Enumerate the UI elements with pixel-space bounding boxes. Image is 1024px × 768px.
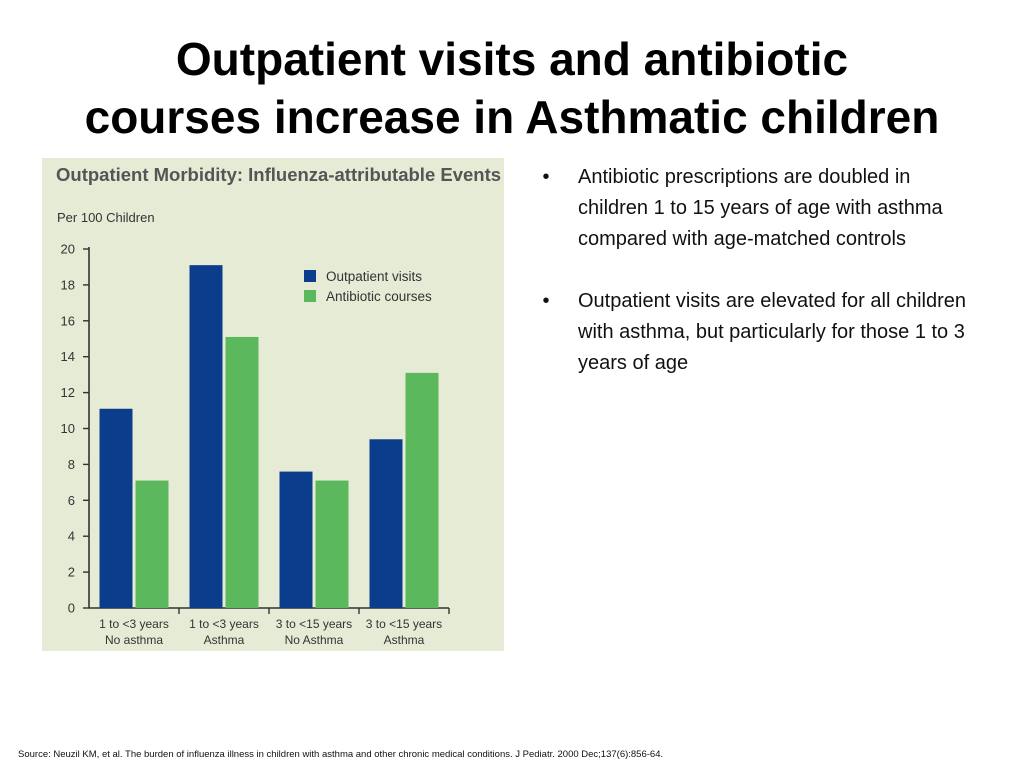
bullet-icon: • <box>542 166 550 188</box>
y-tick-label: 2 <box>68 565 75 580</box>
bar-chart: Outpatient Morbidity: Influenza-attribut… <box>56 164 501 647</box>
x-tick-label: 3 to <15 years <box>366 617 442 631</box>
bullet-list: • Antibiotic prescriptions are doubled i… <box>536 162 966 410</box>
bar-outpatient-visits <box>99 408 133 608</box>
bullet-text: Outpatient visits are elevated for all c… <box>578 290 966 374</box>
bar-outpatient-visits <box>189 265 223 608</box>
bullet-item: • Antibiotic prescriptions are doubled i… <box>536 162 966 255</box>
chart-legend: Outpatient visits Antibiotic courses <box>304 269 432 304</box>
legend-label: Outpatient visits <box>326 269 422 284</box>
bullet-text: Antibiotic prescriptions are doubled in … <box>578 166 943 250</box>
y-tick-label: 20 <box>61 242 75 257</box>
x-tick-label: 1 to <3 years <box>99 617 169 631</box>
y-tick-label: 10 <box>61 421 75 436</box>
bullet-icon: • <box>542 290 550 312</box>
x-tick-label: Asthma <box>384 633 425 647</box>
y-tick-label: 16 <box>61 313 75 328</box>
x-tick-label: 3 to <15 years <box>276 617 352 631</box>
bar-antibiotic-courses <box>225 336 259 608</box>
slide-title-line-1: Outpatient visits and antibiotic <box>175 33 849 85</box>
bar-outpatient-visits <box>369 439 403 608</box>
chart-plot-area: 0 2 4 6 8 10 12 14 16 18 20 1 to <3 years No asthma 1… <box>61 242 450 647</box>
y-tick-label: 8 <box>68 457 75 472</box>
chart-title: Outpatient Morbidity: Influenza-attribut… <box>56 164 501 185</box>
y-tick-label: 6 <box>68 493 75 508</box>
legend-swatch <box>304 270 316 282</box>
bar-antibiotic-courses <box>315 480 349 608</box>
bar-antibiotic-courses <box>405 372 439 608</box>
y-tick-label: 4 <box>68 529 75 544</box>
y-tick-label: 14 <box>61 349 75 364</box>
y-tick-label: 18 <box>61 277 75 292</box>
slide-title-line-2: courses increase in Asthmatic children <box>84 91 940 143</box>
bullet-item: • Outpatient visits are elevated for all… <box>536 286 966 379</box>
x-tick-label: No asthma <box>105 633 163 647</box>
slide-title: Outpatient visits and antibiotic courses… <box>0 30 1024 146</box>
x-tick-label: 1 to <3 years <box>189 617 259 631</box>
x-tick-label: Asthma <box>204 633 245 647</box>
x-tick-label: No Asthma <box>285 633 344 647</box>
legend-swatch <box>304 290 316 302</box>
legend-label: Antibiotic courses <box>326 289 432 304</box>
bar-antibiotic-courses <box>135 480 169 608</box>
chart-panel: Outpatient Morbidity: Influenza-attribut… <box>42 158 504 651</box>
y-axis-label: Per 100 Children <box>57 210 155 225</box>
source-citation: Source: Neuzil KM, et al. The burden of … <box>18 749 664 760</box>
y-tick-label: 12 <box>61 385 75 400</box>
y-tick-label: 0 <box>68 601 75 616</box>
bar-outpatient-visits <box>279 471 313 608</box>
